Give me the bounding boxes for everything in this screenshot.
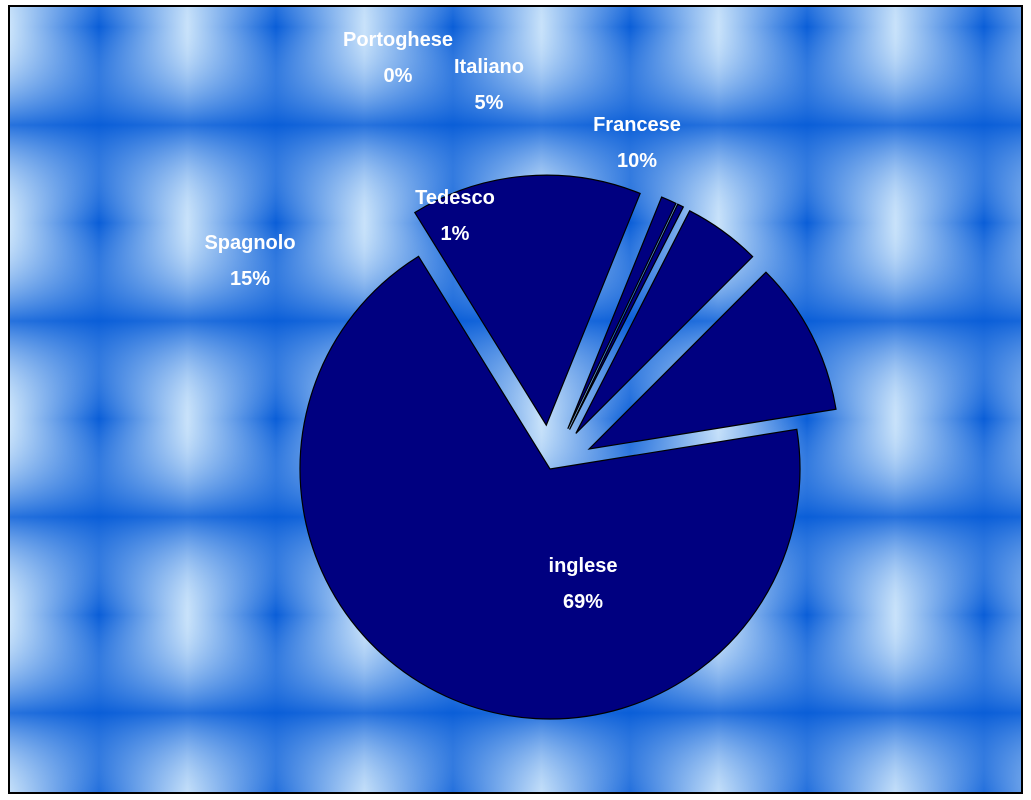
pie-slice-inglese <box>299 255 801 720</box>
pie-slice-tedesco <box>567 196 677 430</box>
pie-slice-spagnolo <box>413 174 641 427</box>
slice-label-portoghese: Portoghese <box>343 29 453 51</box>
pie-slice-francese <box>587 271 837 450</box>
slice-percent-tedesco: 1% <box>441 223 470 245</box>
chart-frame: Francese 10% inglese 69% Spagnolo 15% Tedesco 1… <box>8 5 1023 794</box>
slice-percent-inglese: 69% <box>563 591 603 613</box>
slice-percent-italiano: 5% <box>475 92 504 114</box>
slice-percent-spagnolo: 15% <box>230 268 270 290</box>
slice-percent-francese: 10% <box>617 150 657 172</box>
labels-layer: Francese 10% inglese 69% Spagnolo 15% Tedesco 1… <box>204 29 680 613</box>
slice-label-francese: Francese <box>593 114 681 136</box>
slice-label-spagnolo: Spagnolo <box>204 232 295 254</box>
slice-label-italiano: Italiano <box>454 56 524 78</box>
slice-label-tedesco: Tedesco <box>415 187 495 209</box>
slice-percent-portoghese: 0% <box>384 65 413 87</box>
slice-label-inglese: inglese <box>549 555 618 577</box>
slices-layer <box>299 174 837 720</box>
pie-chart: Francese 10% inglese 69% Spagnolo 15% Tedesco 1… <box>10 7 1021 792</box>
pie-slice-italiano <box>575 210 754 434</box>
pie-slice-portoghese <box>568 203 685 430</box>
